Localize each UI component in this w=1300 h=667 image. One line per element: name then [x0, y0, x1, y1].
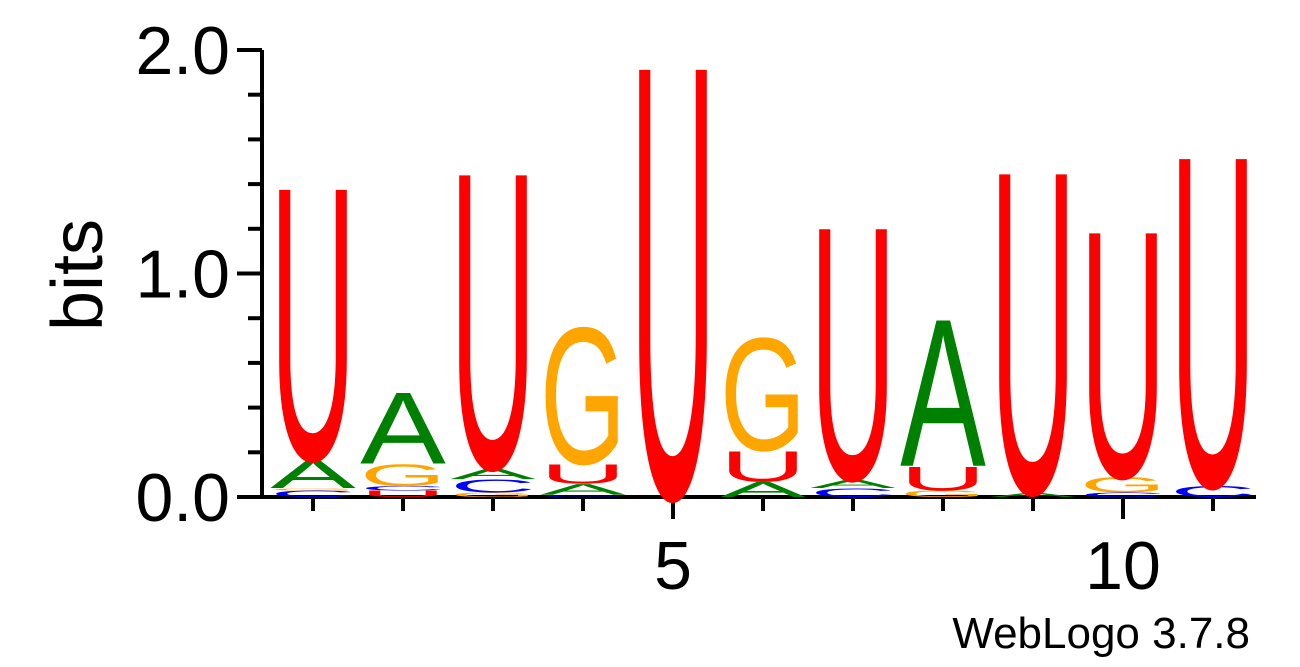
weblogo-credit: WebLogo 3.7.8 — [952, 609, 1250, 658]
logo-letter-U: U — [900, 460, 986, 498]
logo-letter-G: G — [1080, 473, 1166, 497]
logo-letter-A: A — [540, 481, 626, 498]
logo-letter-C: C — [1080, 491, 1166, 498]
logo-letter-U: U — [270, 106, 356, 543]
logo-letter-G: G — [720, 305, 806, 485]
logo-letter-U: U — [1080, 157, 1166, 552]
logo-letter-U: U — [990, 73, 1076, 591]
logo-letter-U: U — [450, 84, 536, 559]
logo-letter-A: A — [270, 452, 356, 497]
logo-letter-A: A — [900, 276, 986, 512]
y-tick-label: 0.0 — [135, 460, 230, 536]
y-axis-label: bits — [38, 219, 118, 331]
logo-letter-C: C — [540, 494, 626, 497]
logo-letter-U: U — [720, 442, 806, 490]
logo-letter-C: C — [450, 476, 536, 497]
logo-letter-A: A — [990, 491, 1076, 498]
logo-letter-U: U — [1170, 58, 1256, 587]
logo-letter-U: U — [540, 459, 626, 490]
logo-letter-A: A — [450, 465, 536, 482]
logo-letter-G: G — [360, 458, 446, 492]
logo-letter-A: A — [720, 477, 806, 501]
logo-letter-A: A — [810, 477, 896, 491]
logo-letter-C: C — [270, 489, 356, 499]
logo-letter-G: G — [450, 491, 536, 498]
logo-letter-U: U — [360, 489, 446, 499]
logo-letter-C: C — [1170, 483, 1256, 500]
logo-letter-U: U — [630, 0, 716, 629]
y-tick-label: 1.0 — [135, 237, 230, 313]
axes: 0.0 1.0 2.0 5 10 — [135, 13, 1256, 604]
logo-letter-G: G — [900, 489, 986, 499]
logo-letter-A: A — [360, 371, 446, 486]
logo-letter-C: C — [360, 485, 446, 492]
x-tick-label: 10 — [1085, 528, 1161, 604]
logo-letter-G: G — [270, 487, 356, 490]
y-tick-label: 2.0 — [135, 13, 230, 89]
logo-letter-U: U — [810, 151, 896, 557]
x-tick-label: 5 — [654, 528, 692, 604]
logo-letter-C: C — [810, 486, 896, 500]
logo-letter-G: G — [540, 286, 626, 505]
